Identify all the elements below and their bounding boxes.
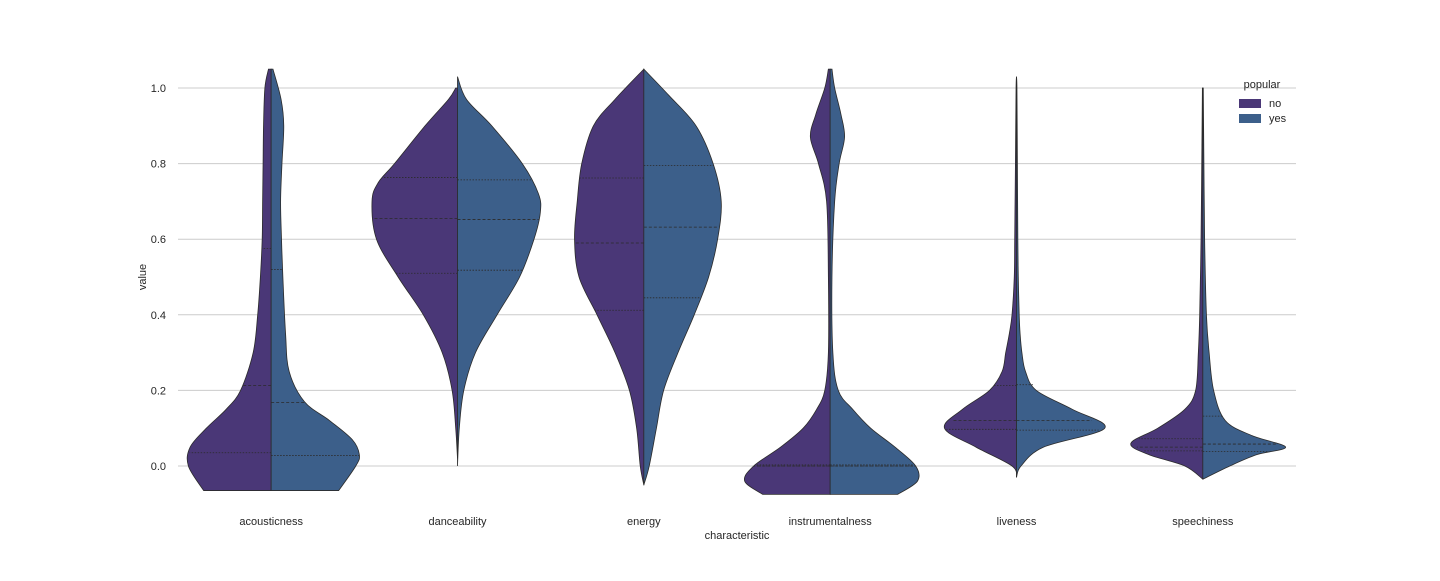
legend-title: popular xyxy=(1244,79,1281,91)
violin-no-speechiness xyxy=(1130,87,1204,481)
legend: popular no yes xyxy=(1239,79,1287,125)
violin-yes-liveness xyxy=(1016,76,1106,478)
violin-yes-energy xyxy=(642,68,722,486)
violin-no-energy xyxy=(574,68,645,486)
x-tick-label: speechiness xyxy=(1172,516,1234,528)
violin-no-liveness xyxy=(943,76,1017,478)
x-tick-label: instrumentalness xyxy=(789,516,873,528)
legend-label-yes: yes xyxy=(1269,113,1287,125)
y-tick-label: 0.6 xyxy=(151,234,166,246)
grid-lines xyxy=(178,87,1296,467)
x-axis-label: characteristic xyxy=(705,530,770,542)
violin-half xyxy=(574,68,645,486)
violin-no-instrumentalness xyxy=(743,68,831,495)
x-tick-label: danceability xyxy=(428,516,487,528)
violin-yes-instrumentalness xyxy=(829,68,920,495)
y-tick-label: 0.4 xyxy=(151,310,166,322)
violin-half xyxy=(270,68,360,491)
violin-half xyxy=(829,68,920,495)
violin-half xyxy=(743,68,831,495)
y-axis-label: value xyxy=(137,264,149,290)
y-tick-label: 1.0 xyxy=(151,83,166,95)
violin-half xyxy=(943,76,1017,478)
violin-half xyxy=(186,68,272,491)
x-tick-label: liveness xyxy=(997,516,1037,528)
violin-half xyxy=(1016,76,1106,478)
violin-yes-acousticness xyxy=(270,68,360,491)
violin-no-acousticness xyxy=(186,68,272,491)
violin-no-danceability xyxy=(371,87,458,459)
legend-label-no: no xyxy=(1269,98,1281,110)
violin-yes-danceability xyxy=(457,76,542,467)
y-tick-labels: 0.0 0.2 0.4 0.6 0.8 1.0 xyxy=(151,83,166,473)
legend-swatch-no xyxy=(1239,99,1261,108)
x-tick-label: energy xyxy=(627,516,661,528)
y-tick-label: 0.2 xyxy=(151,385,166,397)
x-tick-label: acousticness xyxy=(239,516,303,528)
y-tick-label: 0.8 xyxy=(151,159,166,171)
legend-swatch-yes xyxy=(1239,114,1261,123)
violin-yes-speechiness xyxy=(1202,87,1287,480)
violin-half xyxy=(642,68,722,486)
legend-items: no yes xyxy=(1239,98,1287,125)
violin-half xyxy=(1130,87,1204,481)
x-tick-labels: acousticness danceability energy instrument… xyxy=(239,516,1234,528)
y-tick-label: 0.0 xyxy=(151,461,166,473)
violin-half xyxy=(457,76,542,467)
violin-half xyxy=(1202,87,1287,480)
violins xyxy=(186,68,1287,495)
